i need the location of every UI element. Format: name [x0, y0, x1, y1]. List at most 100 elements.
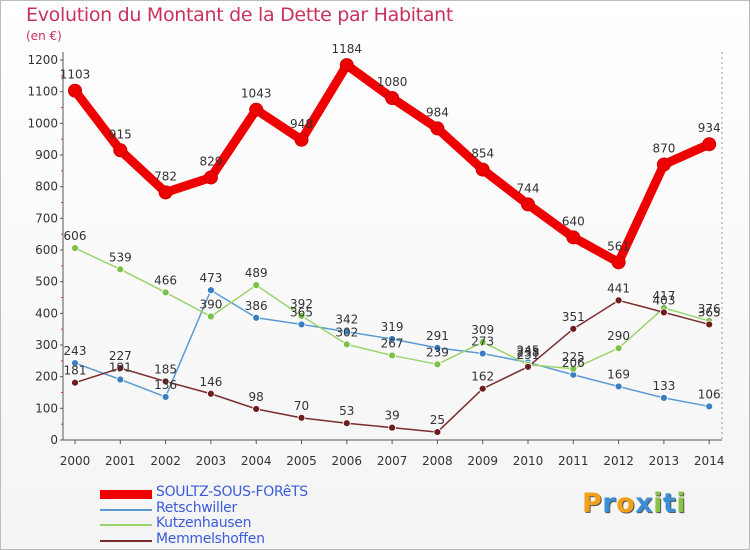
data-label: 136: [154, 378, 177, 392]
x-tick-label: 2003: [196, 454, 227, 468]
data-point: [385, 91, 400, 105]
data-label: 302: [335, 325, 358, 339]
data-label: 984: [426, 105, 449, 119]
y-tick-label: 200: [35, 370, 58, 384]
chart-title: Evolution du Montant de la Dette par Hab…: [26, 4, 454, 26]
data-point: [71, 378, 79, 387]
data-label: 319: [381, 320, 404, 334]
y-tick-label: 900: [35, 148, 58, 162]
data-label: 1043: [241, 87, 272, 101]
data-label: 106: [698, 387, 721, 401]
y-tick-label: 0: [50, 433, 58, 447]
y-tick-label: 100: [35, 401, 58, 415]
data-point: [206, 389, 215, 398]
legend-label: Memmelshoffen: [156, 530, 265, 547]
data-point: [705, 402, 714, 411]
data-label: 206: [562, 356, 585, 370]
data-point: [388, 351, 397, 360]
data-label: 392: [290, 297, 313, 311]
logo-letter: P: [582, 488, 603, 519]
data-point: [71, 359, 79, 367]
data-point: [206, 286, 215, 295]
data-label: 915: [109, 127, 132, 141]
legend-swatch: [100, 508, 152, 511]
data-point: [478, 349, 487, 358]
data-point: [252, 405, 261, 413]
data-label: 191: [109, 361, 132, 375]
data-point: [660, 393, 668, 402]
data-point: [566, 230, 581, 245]
x-tick-label: 2004: [241, 454, 272, 468]
data-label: 98: [249, 390, 264, 404]
data-point: [113, 143, 128, 158]
data-label: 25: [430, 413, 445, 427]
x-tick-label: 2006: [332, 454, 363, 468]
axes: 0 100 200 300 400 500 600 700 800 900 1000 1100 1200…: [27, 52, 724, 468]
data-point: [660, 308, 668, 317]
data-point: [252, 313, 261, 322]
data-label: 351: [562, 310, 585, 324]
y-tick-label: 400: [35, 306, 58, 320]
data-point: [206, 312, 215, 321]
data-label: 227: [109, 349, 132, 363]
data-label: 70: [294, 399, 309, 413]
y-tick-label: 1000: [27, 116, 58, 130]
data-label: 539: [109, 250, 132, 264]
data-label: 169: [607, 367, 630, 381]
data-point: [614, 344, 623, 353]
y-tick-label: 600: [35, 243, 58, 257]
data-label: 403: [652, 293, 675, 307]
x-tick-label: 2010: [513, 454, 544, 468]
data-point: [702, 137, 717, 152]
data-point: [569, 364, 578, 373]
data-point: [524, 362, 532, 371]
data-point: [478, 338, 487, 347]
data-point: [614, 296, 623, 305]
data-label: 744: [517, 181, 540, 195]
data-point: [388, 335, 397, 343]
data-point: [249, 102, 264, 117]
x-tick-label: 2008: [422, 454, 453, 468]
x-tick-label: 2014: [694, 454, 725, 468]
data-point: [116, 265, 125, 274]
x-tick-label: 2000: [60, 454, 91, 468]
logo-letter: i: [676, 488, 687, 519]
data-point: [71, 244, 79, 253]
data-label: 466: [154, 273, 177, 287]
logo-letter: t: [662, 488, 677, 519]
data-label: 365: [698, 305, 721, 319]
data-point: [342, 419, 351, 428]
data-point: [521, 197, 535, 212]
data-label: 309: [471, 323, 494, 337]
data-point: [161, 393, 170, 401]
data-label: 225: [562, 350, 585, 364]
data-label: 441: [607, 281, 630, 295]
logo-letter: o: [616, 488, 636, 519]
data-label: 290: [607, 329, 630, 343]
data-label: 231: [517, 348, 540, 362]
data-point: [433, 428, 442, 436]
logo-letter: i: [653, 488, 663, 519]
y-tick-label: 1100: [27, 85, 58, 99]
data-point: [475, 162, 490, 177]
data-label: 185: [154, 362, 177, 376]
data-label: 1184: [332, 42, 363, 56]
x-tick-label: 2009: [467, 454, 498, 468]
data-point: [614, 382, 623, 391]
x-tick-label: 2011: [558, 454, 589, 468]
data-point: [478, 384, 487, 393]
y-tick-label: 500: [35, 275, 58, 289]
data-label: 1103: [60, 68, 91, 82]
data-point: [294, 132, 309, 147]
data-label: 561: [607, 239, 630, 253]
data-label: 267: [381, 336, 404, 350]
data-point: [433, 343, 442, 352]
data-point: [430, 121, 445, 136]
data-point: [297, 320, 306, 329]
data-label: 243: [64, 344, 87, 358]
legend-label: Kutzenhausen: [156, 515, 252, 531]
data-label: 53: [339, 404, 354, 418]
data-point: [705, 320, 714, 329]
